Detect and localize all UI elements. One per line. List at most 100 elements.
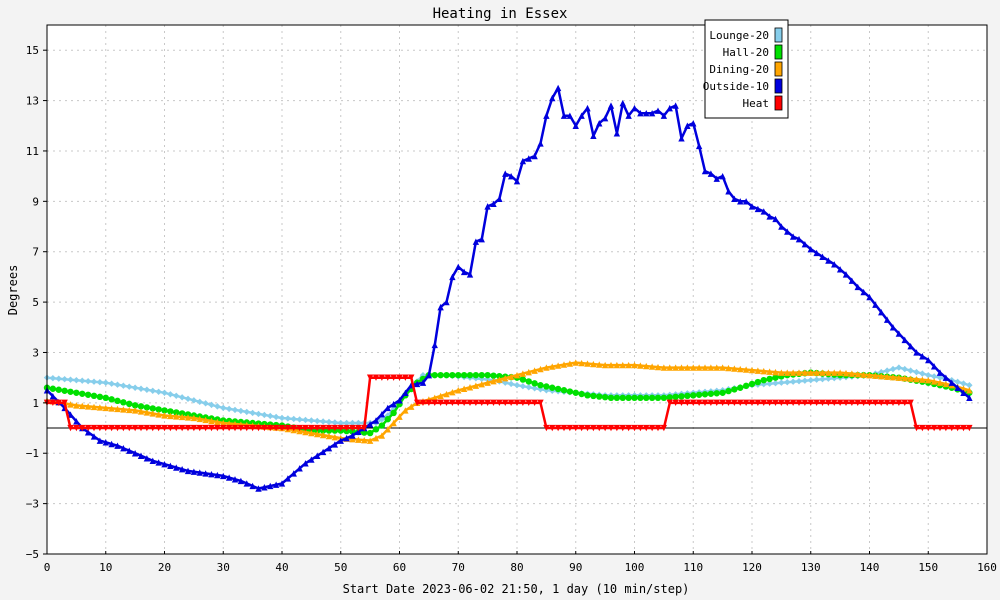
data-point-dining-20: [90, 403, 98, 411]
data-point-dining-20: [742, 366, 750, 373]
data-point-lounge-20: [349, 419, 356, 427]
data-point-outside-10: [325, 445, 333, 452]
data-point-outside-10: [73, 418, 80, 425]
data-point-dining-20: [372, 434, 380, 442]
data-point-dining-20: [502, 374, 509, 382]
data-point-lounge-20: [96, 379, 104, 386]
data-point-heat: [737, 399, 744, 407]
data-point-outside-10: [484, 203, 491, 210]
data-point-heat: [778, 399, 785, 407]
data-point-outside-10: [431, 341, 438, 349]
data-point-heat: [654, 424, 662, 432]
data-point-outside-10: [349, 432, 356, 439]
data-point-heat: [725, 399, 732, 407]
data-point-hall-20: [61, 387, 68, 394]
data-point-hall-20: [137, 403, 145, 410]
data-point-heat: [84, 424, 92, 432]
data-point-lounge-20: [249, 409, 256, 417]
data-point-hall-20: [607, 394, 615, 402]
data-point-outside-10: [625, 112, 632, 119]
data-point-hall-20: [378, 422, 386, 429]
data-point-dining-20: [519, 370, 527, 377]
data-point-outside-10: [725, 188, 732, 195]
data-point-dining-20: [496, 376, 503, 383]
data-point-heat: [766, 399, 773, 407]
data-point-heat: [137, 424, 145, 432]
data-point-lounge-20: [67, 376, 74, 383]
legend-label-dining-20: Dining-20: [709, 63, 769, 76]
data-point-heat: [619, 424, 626, 432]
data-point-hall-20: [490, 372, 497, 379]
data-point-heat: [631, 424, 638, 432]
data-point-heat: [55, 399, 62, 407]
data-point-lounge-20: [513, 382, 521, 389]
data-point-hall-20: [173, 409, 180, 416]
data-point-heat: [220, 424, 227, 432]
data-point-outside-10: [208, 471, 215, 478]
data-point-heat: [413, 399, 421, 407]
data-point-lounge-20: [784, 379, 791, 386]
data-point-heat: [402, 374, 409, 381]
data-point-dining-20: [126, 406, 133, 414]
data-point-dining-20: [719, 364, 726, 371]
data-point-outside-10: [637, 109, 644, 117]
data-point-heat: [255, 424, 262, 432]
data-point-outside-10: [173, 464, 180, 471]
data-point-lounge-20: [55, 375, 62, 382]
data-point-heat: [519, 399, 527, 407]
data-point-outside-10: [249, 482, 256, 490]
data-point-lounge-20: [819, 375, 826, 383]
data-point-dining-20: [672, 364, 679, 371]
data-point-hall-20: [167, 408, 174, 415]
data-point-heat: [789, 399, 797, 407]
data-point-heat: [419, 399, 427, 407]
data-point-lounge-20: [825, 375, 832, 382]
data-point-heat: [319, 424, 327, 432]
data-point-hall-20: [601, 393, 609, 401]
data-point-hall-20: [748, 380, 756, 388]
data-point-outside-10: [272, 481, 280, 488]
y-tick-label: 7: [32, 246, 39, 259]
data-point-dining-20: [490, 377, 497, 385]
data-point-heat: [149, 424, 156, 432]
data-point-dining-20: [196, 415, 203, 423]
data-point-heat: [449, 399, 456, 407]
data-point-outside-10: [584, 104, 591, 112]
data-point-outside-10: [748, 203, 756, 210]
data-point-lounge-20: [126, 383, 133, 390]
data-point-dining-20: [713, 364, 720, 371]
data-point-heat: [214, 424, 221, 432]
data-point-heat: [355, 424, 362, 432]
data-point-dining-20: [214, 418, 221, 426]
data-point-dining-20: [184, 414, 192, 421]
series-outside-10: [43, 84, 973, 492]
data-point-heat: [173, 424, 180, 432]
data-point-outside-10: [513, 177, 521, 185]
legend-swatch-lounge-20: [774, 27, 783, 43]
data-point-heat: [795, 399, 803, 407]
data-point-hall-20: [537, 382, 544, 389]
data-point-dining-20: [848, 370, 856, 377]
data-point-hall-20: [484, 371, 491, 379]
data-point-heat: [237, 424, 245, 432]
data-point-lounge-20: [813, 376, 820, 383]
data-point-outside-10: [966, 394, 973, 402]
data-point-heat: [842, 399, 850, 407]
data-point-lounge-20: [167, 391, 174, 398]
data-point-dining-20: [654, 363, 662, 371]
legend-box: [704, 19, 789, 119]
data-point-lounge-20: [930, 373, 938, 380]
y-tick-label: −1: [26, 447, 39, 460]
data-point-lounge-20: [314, 417, 321, 425]
data-point-dining-20: [331, 433, 339, 441]
data-point-heat: [208, 424, 215, 432]
data-point-lounge-20: [278, 414, 286, 422]
data-point-heat: [243, 424, 250, 432]
data-point-lounge-20: [149, 387, 156, 394]
data-point-heat: [543, 424, 550, 432]
data-point-heat: [372, 374, 380, 381]
data-point-dining-20: [748, 366, 756, 374]
data-point-outside-10: [490, 200, 497, 208]
data-point-outside-10: [913, 349, 920, 356]
